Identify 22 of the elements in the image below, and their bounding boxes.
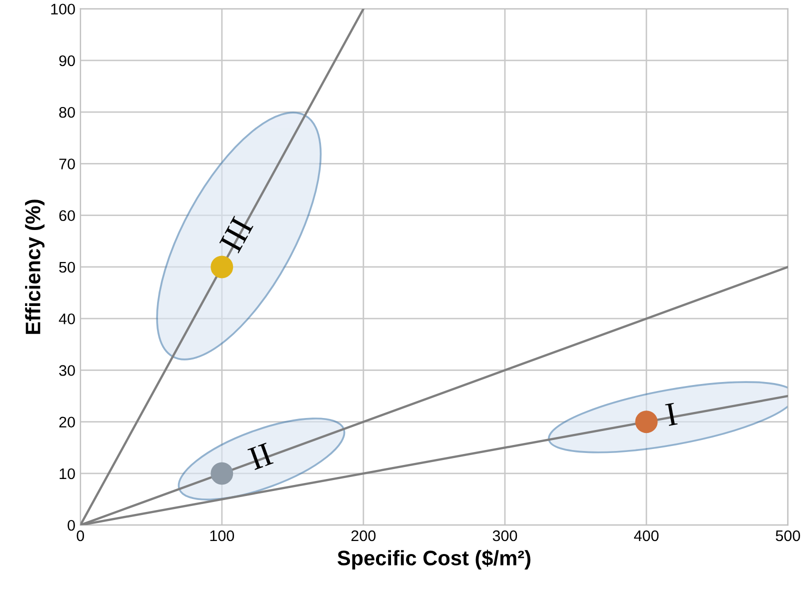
y-tick-label: 50 bbox=[59, 262, 75, 273]
y-tick-label: 100 bbox=[51, 4, 75, 15]
y-tick-label: 0 bbox=[68, 520, 75, 531]
y-tick-label: 10 bbox=[60, 468, 75, 480]
x-tick-label: 400 bbox=[634, 530, 659, 542]
x-tick-label: 0 bbox=[76, 530, 84, 542]
y-tick-label: 20 bbox=[59, 416, 75, 428]
annotation: II bbox=[247, 442, 274, 470]
y-tick-label: 60 bbox=[59, 210, 75, 222]
y-axis-title: Efficiency (%) bbox=[25, 200, 44, 334]
x-tick-label: 300 bbox=[492, 530, 518, 542]
y-tick-label: 90 bbox=[59, 55, 75, 66]
y-tick-label: 30 bbox=[59, 365, 75, 376]
y-tick-label: 70 bbox=[59, 158, 75, 170]
x-tick-label: 500 bbox=[776, 530, 800, 542]
x-tick-label: 200 bbox=[351, 530, 376, 542]
x-axis-title: Specific Cost ($/m²) bbox=[338, 550, 530, 570]
annotation: I bbox=[665, 402, 678, 426]
x-tick-label: 100 bbox=[210, 530, 234, 542]
annotation: III bbox=[219, 216, 254, 254]
y-tick-label: 40 bbox=[58, 313, 75, 324]
y-tick-label: 80 bbox=[59, 106, 75, 118]
